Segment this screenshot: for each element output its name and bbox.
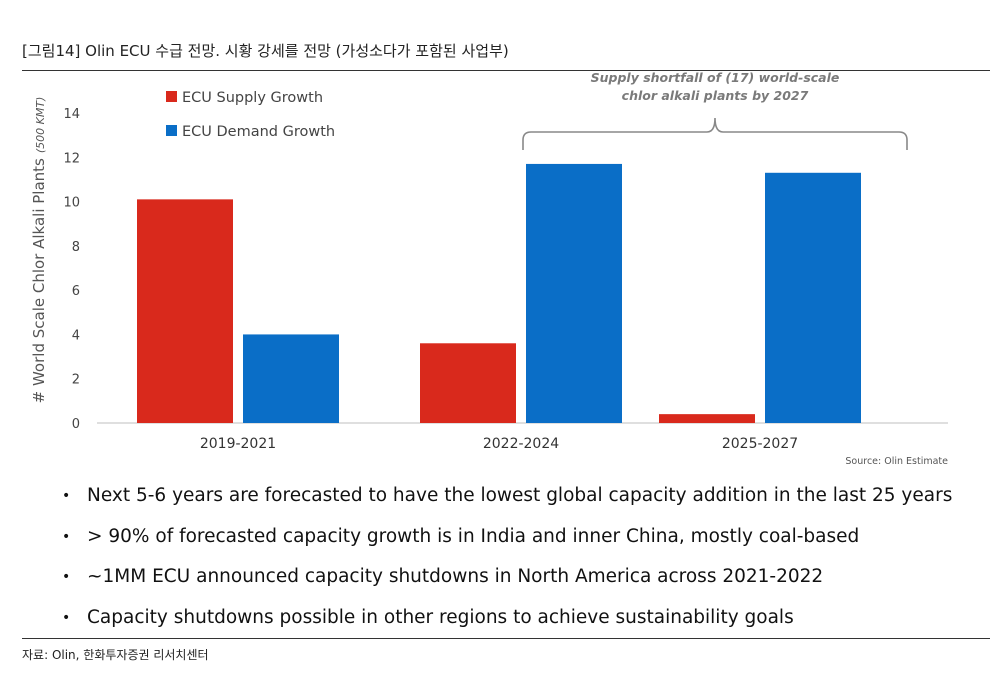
bullet-list: • Next 5-6 years are forecasted to have t… <box>60 476 952 638</box>
bottom-rule <box>22 638 990 639</box>
bullet-item: • Capacity shutdowns possible in other re… <box>60 598 952 639</box>
bullet-text: > 90% of forecasted capacity growth is i… <box>87 525 860 547</box>
bar-demand-2019-2021 <box>243 334 339 423</box>
bullet-marker: • <box>62 569 71 585</box>
annotation-brace <box>522 117 908 150</box>
x-tick-label: 2022-2024 <box>483 436 559 452</box>
bar-demand-2025-2027 <box>765 172 861 423</box>
x-tick-label: 2019-2021 <box>200 436 276 452</box>
legend-label: ECU Demand Growth <box>182 124 335 140</box>
bar-supply-2022-2024 <box>420 343 516 423</box>
legend: ECU Supply Growth ECU Demand Growth <box>166 90 335 140</box>
bullet-marker: • <box>62 609 71 626</box>
y-axis-unit: (500 KMT) <box>34 97 47 154</box>
x-axis-ticks: 2019-2021 2022-2024 2025-2027 <box>200 436 798 452</box>
y-axis-title-group: # World Scale Chlor Alkali Plants (500 KM… <box>30 97 48 404</box>
source-note: Source: Olin Estimate <box>845 456 948 467</box>
bullet-marker: • <box>62 528 71 545</box>
x-tick-label: 2025-2027 <box>722 436 798 452</box>
y-tick-label: 10 <box>63 196 80 211</box>
bullet-item: • ~1MM ECU announced capacity shutdowns i… <box>60 557 952 598</box>
y-tick-label: 12 <box>63 151 80 166</box>
figure-source: 자료: Olin, 한화투자증권 리서치센터 <box>22 648 209 662</box>
y-tick-label: 4 <box>72 328 80 343</box>
annotation-text: Supply shortfall of (17) world-scale <box>591 70 840 85</box>
bar-chart: # World Scale Chlor Alkali Plants (500 KM… <box>30 70 948 467</box>
bullet-text: Next 5-6 years are forecasted to have th… <box>87 485 953 506</box>
y-tick-label: 8 <box>72 240 80 255</box>
legend-swatch <box>166 125 177 136</box>
bar-supply-2019-2021 <box>137 199 233 423</box>
bullet-item: • Next 5-6 years are forecasted to have t… <box>60 476 952 517</box>
y-axis-ticks: 0 2 4 6 8 10 12 14 <box>63 107 80 432</box>
y-tick-label: 2 <box>72 373 80 388</box>
bars <box>137 163 861 423</box>
bar-supply-2025-2027 <box>659 414 755 423</box>
annotation-text: chlor alkali plants by 2027 <box>622 88 809 103</box>
shortfall-annotation: Supply shortfall of (17) world-scale chlo… <box>522 70 908 150</box>
bullet-text: Capacity shutdowns possible in other reg… <box>87 606 794 628</box>
figure-title: [그림14] Olin ECU 수급 전망. 시황 강세를 전망 (가성소다가 … <box>22 42 509 60</box>
legend-label: ECU Supply Growth <box>182 90 323 106</box>
y-axis-title: # World Scale Chlor Alkali Plants <box>30 158 48 403</box>
bullet-item: • > 90% of forecasted capacity growth is … <box>60 517 952 558</box>
top-rule <box>22 70 990 71</box>
bullet-marker: • <box>62 488 71 504</box>
y-tick-label: 6 <box>72 284 80 299</box>
svg-text:# World Scale Chlor Alkali Pla: # World Scale Chlor Alkali Plants (500 KM… <box>30 97 48 404</box>
bar-demand-2022-2024 <box>526 163 622 423</box>
bullet-text: ~1MM ECU announced capacity shutdowns in… <box>87 566 824 587</box>
legend-swatch <box>166 91 177 102</box>
y-tick-label: 14 <box>63 107 80 122</box>
y-tick-label: 0 <box>72 417 80 432</box>
